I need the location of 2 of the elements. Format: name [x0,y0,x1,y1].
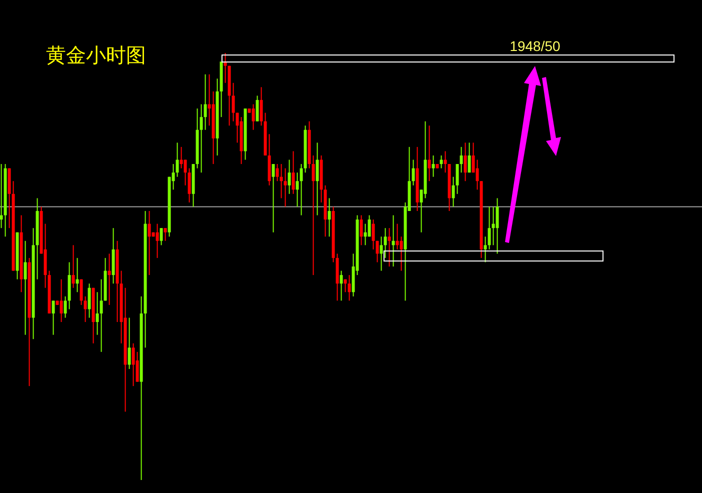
annotation: 1948/50 [510,38,560,54]
title: 黄金小时图 [46,45,146,67]
